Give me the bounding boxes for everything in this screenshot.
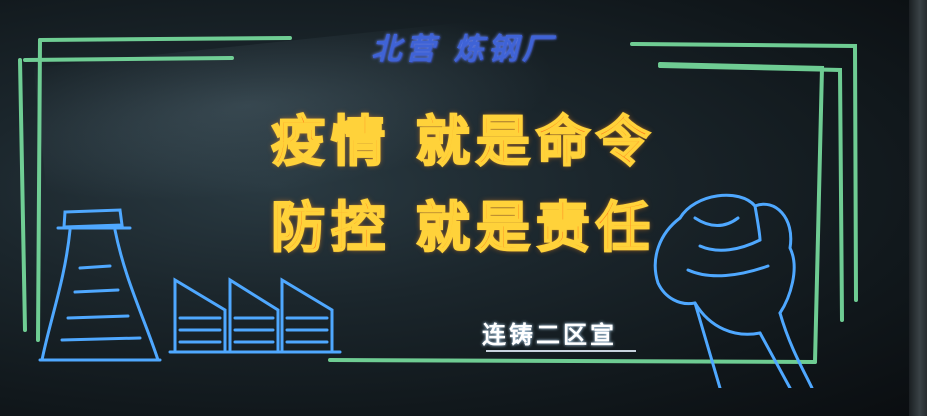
signature: 连铸二区宣 [482, 320, 617, 349]
slogan-line-1: 疫情 就是命令 [270, 108, 656, 174]
factory-drawing [38, 208, 342, 362]
slogan-line-2: 防控 就是责任 [270, 194, 656, 260]
signature-underline [486, 350, 636, 352]
board-edge [909, 0, 927, 416]
header-title: 北营 炼钢厂 [371, 32, 556, 67]
fist-drawing [653, 193, 814, 388]
